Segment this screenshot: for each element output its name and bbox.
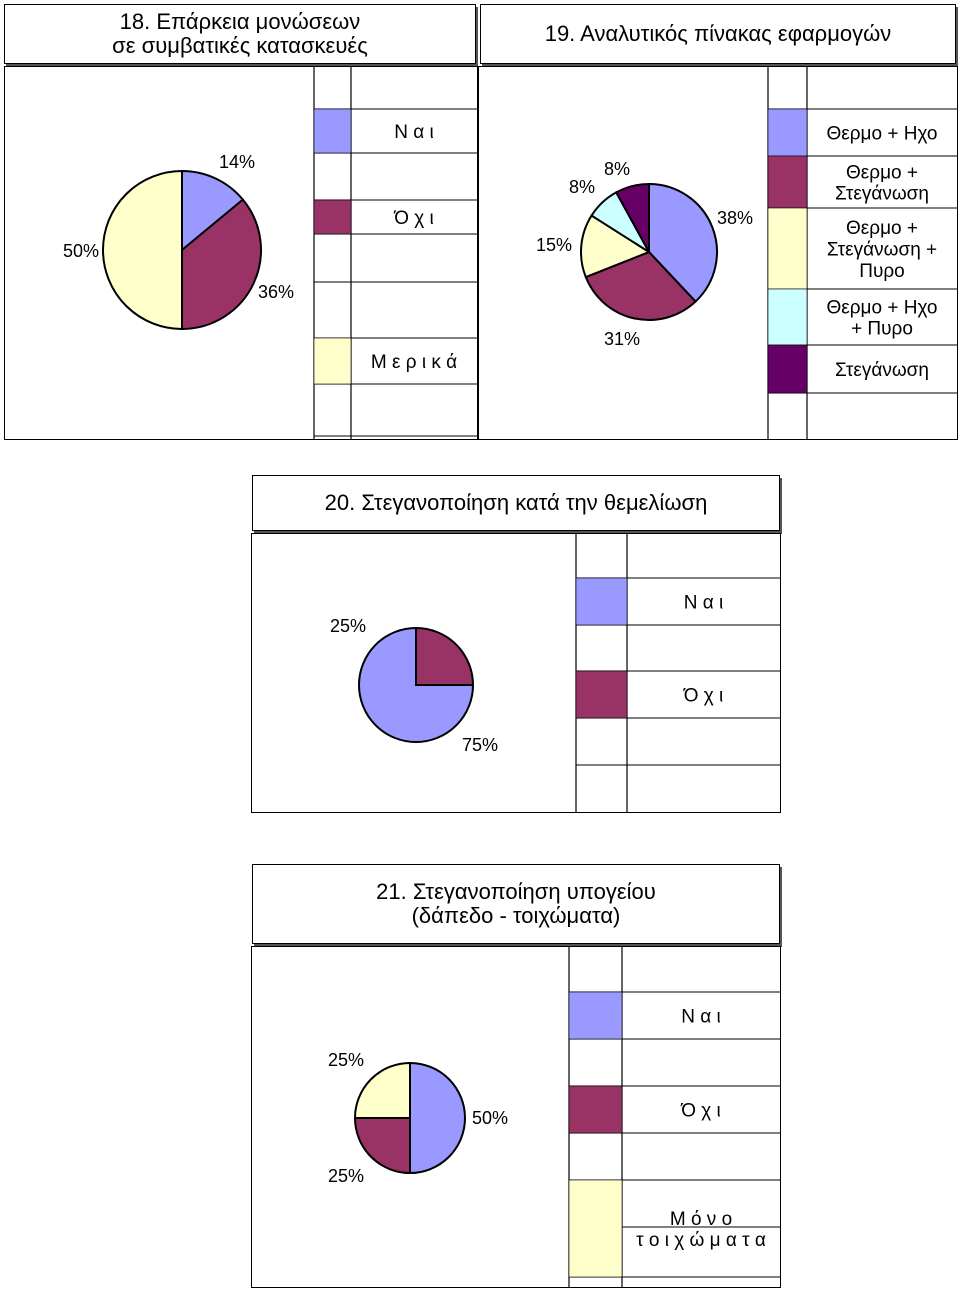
chart20-svg: 75% 25% Ν α ι Ό χ ι: [330, 534, 780, 812]
data-label: 25%: [328, 1050, 364, 1070]
legend-swatch: [568, 1179, 623, 1278]
chart21-title: 21. Στεγανοποίηση υπογείου (δάπεδο - τοι…: [252, 864, 780, 944]
legend-swatch: [575, 577, 628, 626]
data-label: 14%: [219, 152, 255, 172]
legend-swatch: [575, 670, 628, 719]
pie-3: [353, 1061, 466, 1175]
pie-slice: [415, 626, 475, 686]
pie-1: [580, 182, 718, 321]
legend-swatch: [767, 207, 808, 290]
data-label: 8%: [569, 177, 595, 197]
chart19-panel: 38% 31% 15% 8% 8% Θερμο + Ηχο Θερμο + Στεγάνωση…: [478, 66, 958, 440]
data-label: 50%: [63, 241, 99, 261]
legend-label: Ό χ ι: [683, 686, 723, 707]
legend-swatch: [313, 337, 352, 385]
pie-slice: [614, 182, 650, 253]
chart20-title-text: 20. Στεγανοποίηση κατά την θεμελίωση: [324, 490, 708, 515]
legend-swatch: [313, 199, 352, 235]
legend-label: Ό χ ι: [680, 1101, 720, 1122]
data-label: 25%: [328, 1166, 364, 1186]
legend-swatch: [568, 991, 623, 1040]
legend-swatch: [767, 344, 808, 394]
legend-1: Θερμο + Ηχο Θερμο + Στεγάνωση Θερμο + Στεγάν…: [767, 67, 957, 439]
chart18-title: 18. Επάρκεια μονώσεων σε συμβατικές κατα…: [4, 4, 476, 64]
data-label: 8%: [604, 159, 630, 179]
legend-label: Στεγάνωση: [835, 360, 929, 381]
pie-0: [102, 169, 262, 331]
chart20-title: 20. Στεγανοποίηση κατά την θεμελίωση: [252, 475, 780, 531]
legend-label: Θερμο + Στεγάνωση + Πυρο: [827, 218, 937, 282]
legend-label: Θερμο + Ηχο + Πυρο: [827, 297, 938, 339]
pie-slice: [358, 626, 475, 743]
chart21-title-text: 21. Στεγανοποίηση υπογείου (δάπεδο - τοι…: [376, 879, 656, 928]
data-label: 75%: [462, 735, 498, 755]
legend-label: Θερμο + Ηχο: [827, 124, 938, 145]
data-label: 31%: [604, 329, 640, 349]
chart18-panel: 14% 36% 50% Ν α ι Ό χ ι Μ ε ρ ι κ ά: [4, 66, 478, 440]
legend-label: Ό χ ι: [393, 208, 433, 229]
pie-slice: [580, 214, 652, 279]
legend-label: Ν α ι: [684, 593, 723, 614]
pie-slice: [353, 1117, 411, 1175]
chart19-svg: 38% 31% 15% 8% 8% Θερμο + Ηχο Θερμο + Στεγάνωση…: [536, 67, 957, 439]
data-label: 36%: [258, 282, 294, 302]
pie-slice: [181, 169, 245, 253]
legend-label: Μ ε ρ ι κ ά: [371, 352, 457, 373]
chart19-title-text: 19. Αναλυτικός πίνακας εφαρμογών: [544, 21, 892, 46]
chart18-svg: 14% 36% 50% Ν α ι Ό χ ι Μ ε ρ ι κ ά: [63, 67, 477, 439]
pie-slice: [409, 1061, 466, 1175]
data-label: 38%: [717, 208, 753, 228]
legend-swatch: [568, 1085, 623, 1134]
legend-swatch: [767, 155, 808, 209]
pie-slice: [584, 250, 697, 321]
pie-slice: [102, 169, 183, 331]
data-label: 50%: [472, 1108, 508, 1128]
legend-swatch: [767, 288, 808, 346]
legend-2: Ν α ι Ό χ ι: [575, 534, 780, 812]
pie-slice: [353, 1061, 411, 1119]
data-label: 15%: [536, 235, 572, 255]
chart18-title-text: 18. Επάρκεια μονώσεων σε συμβατικές κατα…: [112, 9, 368, 58]
legend-swatch: [767, 108, 808, 157]
legend-label: Θερμο + Στεγάνωση: [835, 162, 929, 204]
pie-slice: [181, 198, 262, 331]
legend-0: Ν α ι Ό χ ι Μ ε ρ ι κ ά: [313, 67, 477, 439]
chart19-title: 19. Αναλυτικός πίνακας εφαρμογών: [480, 4, 956, 64]
legend-swatch: [313, 108, 352, 154]
legend-label: Ν α ι: [681, 1007, 720, 1028]
pie-2: [358, 626, 475, 743]
data-label: 25%: [330, 616, 366, 636]
chart20-panel: 75% 25% Ν α ι Ό χ ι: [251, 533, 781, 813]
legend-label: Ν α ι: [394, 122, 433, 143]
pie-slice: [648, 182, 718, 303]
